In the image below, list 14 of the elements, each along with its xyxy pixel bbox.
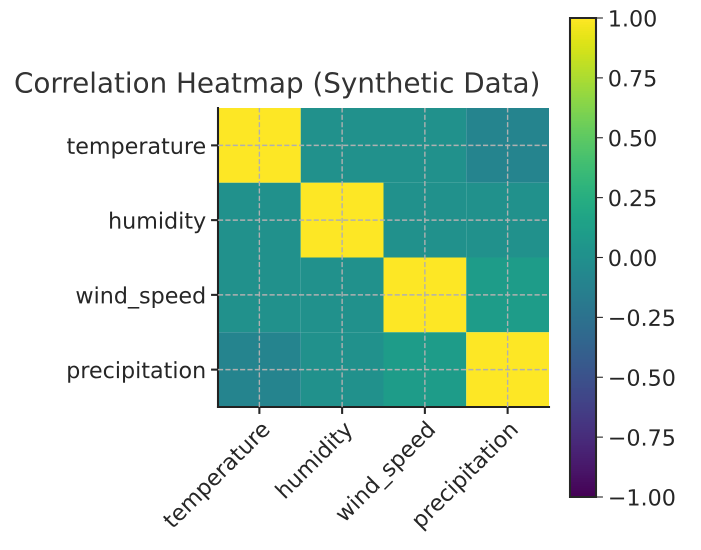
- color-bar-label: −0.25: [610, 309, 674, 326]
- color-bar-label: 0.50: [609, 130, 656, 147]
- y-tick-label: temperature: [67, 138, 206, 158]
- chart-title: Correlation Heatmap (Synthetic Data): [16, 72, 538, 98]
- color-bar-label: 1.00: [610, 10, 656, 27]
- y-tick-label: humidity: [110, 212, 206, 234]
- color-bar-label: 0.25: [609, 190, 656, 206]
- y-tick-label: precipitation: [68, 361, 204, 383]
- color-bar-label: −0.75: [610, 429, 674, 446]
- color-bar-label: 0.75: [609, 70, 656, 87]
- color-bar-label: 0.00: [609, 249, 656, 266]
- y-tick-label: wind_speed: [76, 286, 204, 309]
- color-bar-label: −0.50: [610, 369, 674, 386]
- color-bar-label: −1.00: [610, 488, 674, 506]
